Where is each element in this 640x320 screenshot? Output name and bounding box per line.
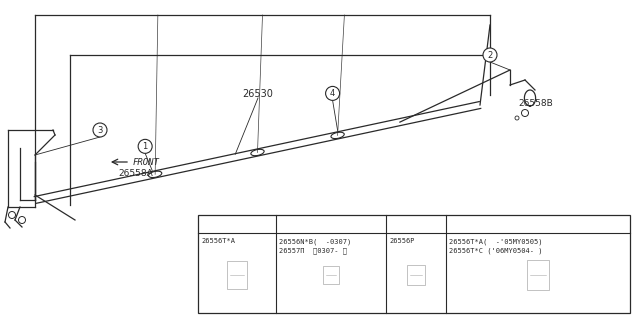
Circle shape: [531, 217, 545, 231]
Text: 2: 2: [328, 220, 333, 228]
Text: 1: 1: [143, 142, 148, 151]
Text: 26530: 26530: [243, 89, 273, 99]
Circle shape: [138, 139, 152, 153]
Circle shape: [483, 48, 497, 62]
Text: 26558B: 26558B: [518, 99, 553, 108]
Circle shape: [326, 86, 340, 100]
Text: 4: 4: [536, 220, 541, 228]
Circle shape: [230, 217, 244, 231]
Text: 26556P: 26556P: [389, 238, 415, 244]
Text: 26556T*C ('06MY0504- ): 26556T*C ('06MY0504- ): [449, 247, 543, 253]
Bar: [227, 261, 247, 289]
Text: 26558A: 26558A: [118, 169, 153, 178]
Text: 26557Π  〈0307- 〉: 26557Π 〈0307- 〉: [279, 247, 347, 254]
Circle shape: [409, 217, 423, 231]
Bar: [323, 266, 339, 284]
Text: 3: 3: [97, 125, 102, 134]
Bar: [527, 260, 549, 290]
Text: 2: 2: [488, 51, 493, 60]
Text: 3: 3: [413, 220, 419, 228]
Text: 4: 4: [330, 89, 335, 98]
Bar: [407, 265, 425, 285]
Text: 26556T*A: 26556T*A: [201, 238, 235, 244]
Text: 1: 1: [234, 220, 239, 228]
Text: A265001230: A265001230: [574, 304, 628, 313]
Text: 26556N*B(  -0307): 26556N*B( -0307): [279, 238, 351, 244]
Text: FRONT: FRONT: [133, 157, 160, 166]
Circle shape: [324, 217, 338, 231]
Bar: [198, 215, 630, 313]
Circle shape: [93, 123, 107, 137]
Text: 26556T*A(  -'05MY0505): 26556T*A( -'05MY0505): [449, 238, 543, 244]
